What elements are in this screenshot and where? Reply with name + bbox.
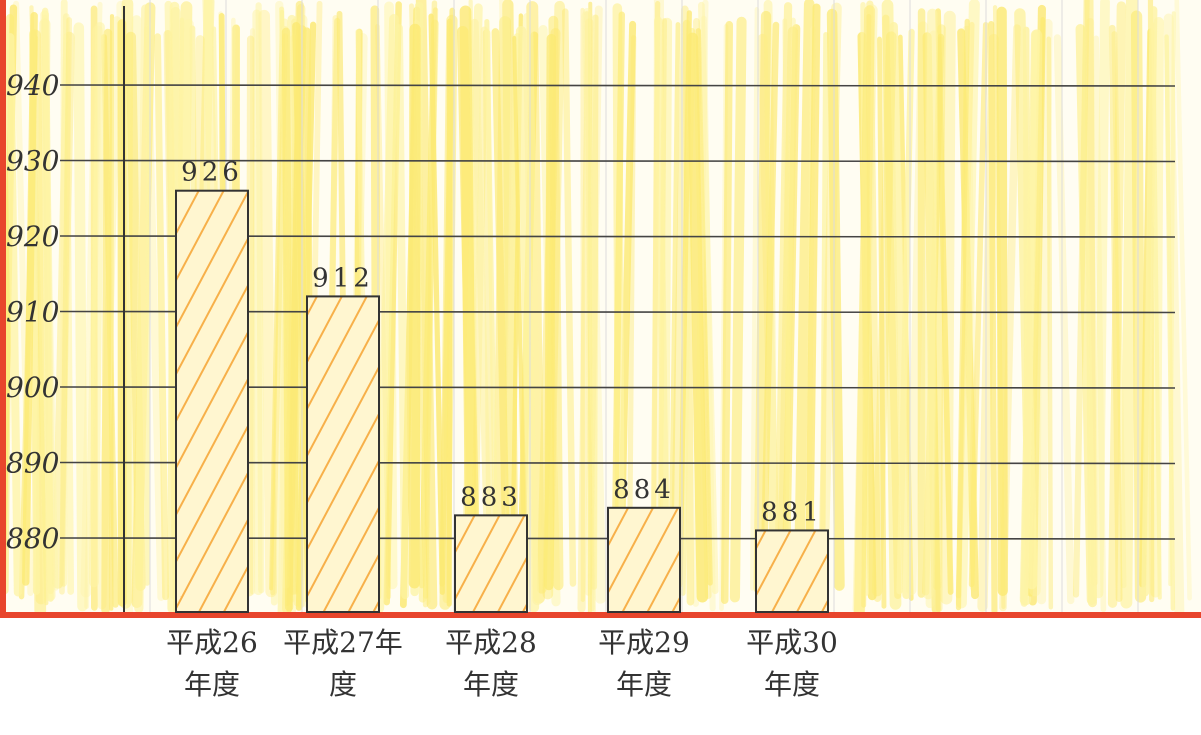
- x-category-label: 年度: [764, 668, 820, 701]
- crayon-stroke: [79, 28, 83, 606]
- crayon-stroke: [414, 29, 415, 582]
- crayon-stroke: [1049, 39, 1051, 608]
- x-category-label: 平成29: [598, 626, 690, 659]
- bar-value-label: 881: [761, 497, 823, 527]
- bar-4: [608, 508, 680, 612]
- crayon-stroke: [928, 14, 932, 594]
- crayon-stroke: [147, 23, 149, 583]
- y-tick-label: 880: [6, 522, 59, 555]
- x-category-label: 平成28: [445, 626, 537, 659]
- x-category-label: 年度: [463, 668, 519, 701]
- x-category-label: 年度: [184, 668, 240, 701]
- x-category-label: 平成27年: [283, 626, 403, 659]
- x-category-label: 年度: [616, 668, 672, 701]
- y-tick-label: 920: [6, 220, 59, 253]
- crayon-stroke: [1126, 0, 1132, 602]
- bar-3: [455, 515, 527, 612]
- crayon-stroke: [250, 39, 251, 593]
- y-tick-label: 930: [6, 145, 59, 178]
- y-tick-label: 940: [6, 69, 59, 102]
- bar-value-label: 884: [613, 475, 675, 505]
- bar-1: [176, 191, 248, 612]
- crayon-stroke: [735, 22, 742, 598]
- crayon-stroke: [1098, 2, 1105, 593]
- bar-5: [756, 530, 828, 612]
- bar-2: [307, 296, 379, 612]
- y-tick-label: 910: [6, 296, 59, 329]
- crayon-stroke: [1137, 16, 1141, 597]
- bar-value-label: 926: [181, 158, 243, 188]
- x-category-label: 平成30: [746, 626, 838, 659]
- crayon-stroke: [94, 27, 100, 583]
- bar-value-label: 912: [312, 263, 374, 293]
- bar-value-label: 883: [460, 482, 522, 512]
- crayon-stroke: [946, 17, 949, 599]
- crayon-stroke: [991, 24, 994, 611]
- crayon-stroke: [286, 32, 289, 607]
- y-tick-label: 900: [6, 371, 59, 404]
- crayon-stroke: [587, 12, 592, 610]
- crayon-stroke: [264, 16, 271, 592]
- y-tick-label: 890: [6, 447, 59, 480]
- x-category-label: 度: [329, 668, 357, 701]
- crayon-stroke: [106, 33, 108, 610]
- x-category-label: 平成26: [166, 626, 258, 659]
- gridline-940: [60, 85, 1175, 86]
- crayon-stroke: [257, 14, 259, 591]
